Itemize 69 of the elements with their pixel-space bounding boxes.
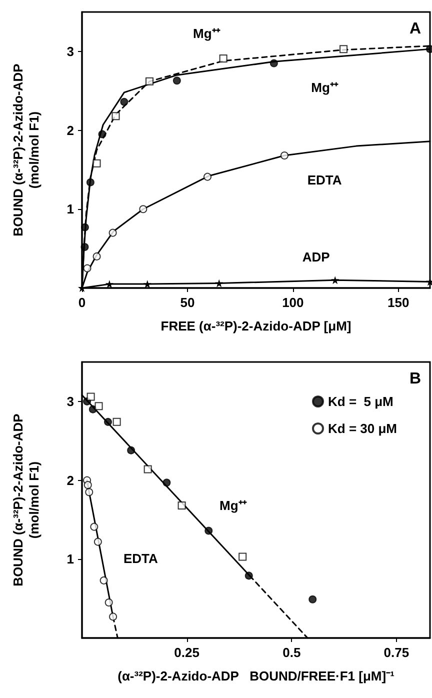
point <box>100 576 108 584</box>
point <box>340 45 348 54</box>
point <box>109 612 118 621</box>
point <box>162 478 171 487</box>
point <box>178 502 186 510</box>
annotation: EDTA <box>307 172 342 188</box>
point <box>94 402 103 410</box>
x-tick-label: 50 <box>180 295 195 310</box>
point <box>104 598 113 607</box>
point <box>92 159 101 168</box>
point <box>85 488 94 496</box>
text: A <box>409 20 422 38</box>
x-axis-title: (α-³²P)-2-Azido-ADP BOUND/FREE·F1 [μM]⁻¹ <box>118 668 394 684</box>
point <box>105 280 114 288</box>
point <box>172 76 181 85</box>
x-tick-label: 0.5 <box>282 645 301 660</box>
y-tick-label: 1 <box>66 552 74 567</box>
point <box>143 280 152 288</box>
point <box>88 405 97 414</box>
y-tick-label: 2 <box>66 472 74 488</box>
point <box>112 418 121 426</box>
point <box>145 77 154 86</box>
point <box>86 392 95 401</box>
point <box>238 552 247 561</box>
annotation: Mg⁺⁺ <box>193 26 221 41</box>
point <box>219 54 228 63</box>
point <box>280 152 288 160</box>
x-tick-label: 100 <box>282 295 304 310</box>
point <box>86 178 94 186</box>
point <box>331 276 340 284</box>
point <box>144 465 152 474</box>
point <box>94 538 102 546</box>
point <box>92 252 101 260</box>
x-tick-label: 0.25 <box>174 645 200 660</box>
point <box>270 59 278 68</box>
point <box>104 418 112 426</box>
point <box>215 279 224 288</box>
y-tick-label: 1 <box>66 202 74 217</box>
point <box>84 481 92 490</box>
annotation: EDTA <box>123 550 159 566</box>
annotation: ADP <box>302 250 330 265</box>
point <box>108 228 117 237</box>
point <box>80 223 89 232</box>
legend-label: Kd = 5 μM <box>328 394 394 409</box>
text: B <box>409 370 422 388</box>
x-tick-label: 0.75 <box>384 645 410 660</box>
annotation: Mg⁺⁺ <box>311 80 339 96</box>
x-tick-label: 0 <box>78 295 86 310</box>
y-tick-label: 2 <box>66 122 74 138</box>
point <box>120 98 128 106</box>
y-tick-label: 3 <box>66 394 74 409</box>
point <box>112 112 120 120</box>
legend-label: Kd = 30 μM <box>328 421 397 436</box>
point <box>308 595 317 604</box>
point <box>80 242 89 251</box>
y-axis-title: BOUND (α-³²P)-2-Azido-ADP (mol/mol F1) <box>10 63 42 236</box>
point <box>139 205 148 214</box>
point <box>204 526 213 535</box>
annotation: Mg⁺⁺ <box>220 498 248 514</box>
point <box>83 264 92 272</box>
point <box>127 446 136 454</box>
point <box>244 572 253 580</box>
point <box>204 172 212 181</box>
x-tick-label: 150 <box>388 295 410 310</box>
y-tick-label: 3 <box>66 44 74 59</box>
point <box>90 522 98 531</box>
x-axis-title: FREE (α-³²P)-2-Azido-ADP [μM] <box>160 318 352 334</box>
point <box>98 130 106 138</box>
y-axis-title: BOUND (α-³²P)-2-Azido-ADP (mol/mol F1) <box>10 413 42 586</box>
